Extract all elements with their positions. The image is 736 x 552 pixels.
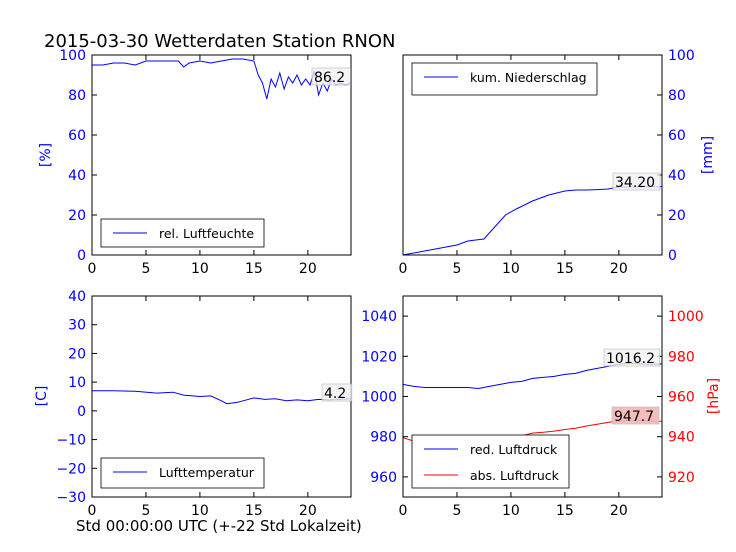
x-tick-label: 10 — [502, 503, 520, 519]
legend-box — [100, 457, 265, 489]
y-tick-label: 960 — [370, 470, 397, 486]
legend-label: kum. Niederschlag — [470, 70, 587, 85]
y-tick-label: 30 — [68, 318, 86, 334]
y-tick-label: 100 — [668, 48, 695, 64]
x-tick-label: 15 — [556, 503, 574, 519]
y-tick-label: 20 — [68, 346, 86, 362]
value-annotation: 86.2 — [314, 70, 345, 86]
x-tick-label: 20 — [610, 503, 628, 519]
x-tick-label: 0 — [399, 503, 408, 519]
temperature-line — [92, 390, 352, 405]
x-tick-label: 0 — [399, 261, 408, 277]
pressure-ylabel-right: [hPa] — [706, 378, 722, 414]
y-tick-label: 0 — [77, 248, 86, 264]
legend-label: Lufttemperatur — [159, 465, 255, 480]
y-tick-label: 80 — [68, 88, 86, 104]
y-tick-label: 60 — [68, 128, 86, 144]
x-tick-label: 5 — [452, 503, 461, 519]
value-annotation-box — [612, 172, 661, 191]
y-tick-label: 20 — [68, 208, 86, 224]
y-tick-label: 40 — [68, 289, 86, 305]
value-annotation-box — [611, 406, 660, 425]
y-tick-label: −20 — [56, 461, 86, 477]
x-tick-label: 10 — [191, 261, 209, 277]
value-annotation: 34.20 — [615, 175, 655, 191]
y-tick-label: 40 — [68, 168, 86, 184]
x-tick-label: 15 — [556, 261, 574, 277]
legend-label: red. Luftdruck — [470, 442, 558, 457]
x-tick-label: 20 — [299, 503, 317, 519]
y-tick-label: 0 — [77, 404, 86, 420]
value-annotation: 1016.2 — [606, 351, 655, 367]
x-tick-label: 15 — [245, 261, 263, 277]
value-annotation: 4.2 — [324, 386, 346, 402]
axes-frame — [402, 54, 663, 256]
legend-label: abs. Luftdruck — [470, 468, 560, 483]
humidity-line — [92, 58, 352, 100]
figure-xlabel: Std 00:00:00 UTC (+-22 Std Lokalzeit) — [76, 517, 362, 535]
y-tick-label: 40 — [668, 168, 686, 184]
x-tick-label: 20 — [610, 261, 628, 277]
x-tick-label: 5 — [141, 261, 150, 277]
y-tick-label: 20 — [668, 208, 686, 224]
value-annotation: 947.7 — [614, 409, 654, 425]
y-tick-label: 100 — [59, 48, 86, 64]
value-annotation-box — [603, 348, 660, 367]
y-tick-label: 960 — [668, 390, 695, 406]
y-tick-label: 10 — [68, 375, 86, 391]
legend-box — [411, 434, 570, 489]
y-tick-label: 980 — [668, 349, 695, 365]
x-tick-label: 5 — [452, 261, 461, 277]
y-tick-label: 1000 — [361, 390, 397, 406]
legend-box — [411, 62, 598, 96]
y-tick-label: −30 — [56, 490, 86, 506]
axes-frame — [91, 54, 352, 256]
humidity-panel: 0 5 10 15 20 0 20 40 60 80 100 [%] rel. Luftfeuchte 8… — [38, 48, 352, 277]
y-tick-label: 0 — [668, 248, 677, 264]
y-tick-label: 980 — [370, 430, 397, 446]
x-tick-label: 10 — [191, 503, 209, 519]
precipitation-ylabel: [mm] — [700, 136, 716, 174]
x-tick-label: 5 — [141, 503, 150, 519]
value-annotation-box — [311, 67, 351, 86]
red-luftdruck-line — [402, 362, 663, 390]
y-tick-label: 920 — [668, 470, 695, 486]
legend-label: rel. Luftfeuchte — [159, 226, 254, 241]
x-tick-label: 15 — [245, 503, 263, 519]
temperature-ylabel: [C] — [34, 386, 50, 407]
precipitation-panel: 0 5 10 15 20 0 20 40 60 80 100 [mm] kum. Niederschla… — [399, 48, 716, 277]
y-tick-label: 1000 — [668, 309, 704, 325]
value-annotation-box — [321, 383, 353, 402]
y-tick-label: 1040 — [361, 309, 397, 325]
y-tick-label: −10 — [56, 433, 86, 449]
x-tick-label: 0 — [88, 261, 97, 277]
precipitation-line — [402, 186, 663, 256]
x-tick-label: 20 — [299, 261, 317, 277]
y-tick-label: 80 — [668, 88, 686, 104]
x-tick-label: 10 — [502, 261, 520, 277]
x-tick-label: 0 — [88, 503, 97, 519]
temperature-panel: 0 5 10 15 20 −30 −20 −10 0 10 20 30 40 [C] Lufttempera… — [34, 289, 353, 519]
figure-title: 2015-03-30 Wetterdaten Station RNON — [44, 31, 396, 52]
humidity-ylabel: [%] — [38, 143, 54, 167]
pressure-panel: 0 5 10 15 20 960 980 1000 1020 1040 920 940 960 980 10… — [361, 295, 722, 519]
y-tick-label: 1020 — [361, 349, 397, 365]
y-tick-label: 60 — [668, 128, 686, 144]
y-tick-label: 940 — [668, 430, 695, 446]
